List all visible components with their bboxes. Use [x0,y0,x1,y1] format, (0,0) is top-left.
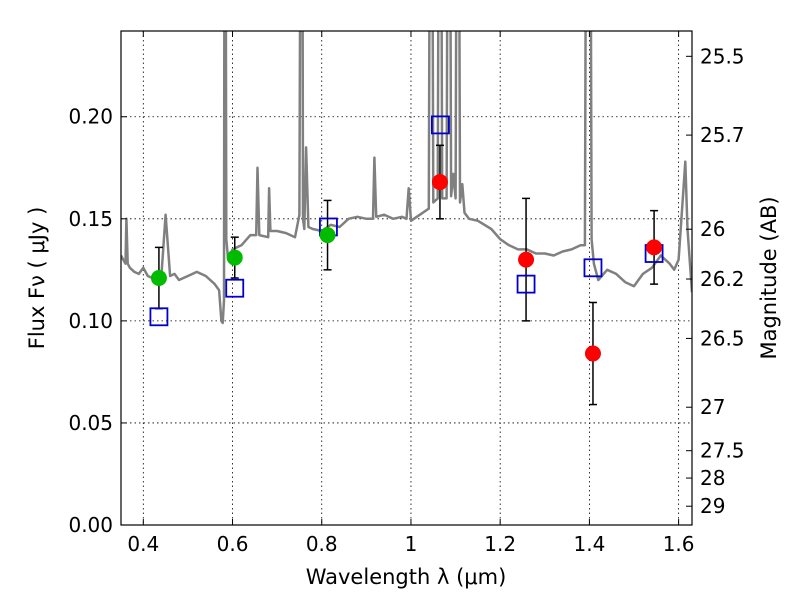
x-tick-label: 0.4 [127,532,159,556]
x-tick-label: 1 [405,532,418,556]
x-axis-label: Wavelength λ (μm) [306,565,507,589]
y-tick-label: 0.15 [68,207,113,231]
x-tick-label: 1.6 [663,532,695,556]
photometry-circle-marker [518,251,535,268]
photometry-circle-marker [319,227,336,244]
photometry-circle-marker [646,239,663,256]
y2-tick-label: 27.5 [700,439,745,463]
model-square-marker [516,274,536,294]
x-tick-label: 0.6 [217,532,249,556]
photometry-circle-marker [584,345,601,362]
photometry-circle-marker [150,270,167,286]
model-spectrum [121,31,692,325]
y-tick-label: 0.20 [68,105,113,129]
y2-tick-label: 25.7 [700,123,745,147]
photometry-circle-marker [226,249,243,266]
y2-axis-label: Magnitude (AB) [757,196,781,359]
photometry-points [149,115,664,406]
plot-frame [120,30,693,526]
y-axis-label: Flux Fν ( μJy ) [25,207,49,350]
x-tick-label: 1.4 [573,532,605,556]
model-square-marker [431,115,450,135]
y-tick-label: 0.00 [68,513,113,537]
y-tick-label: 0.05 [68,411,113,435]
y2-tick-label: 25.5 [700,44,745,68]
model-square-marker [583,258,603,278]
model-square-marker [225,278,245,298]
y2-tick-label: 27 [700,395,725,419]
spectrum-line [121,31,692,325]
axis-ticks: 0.4 0.6 0.8 1 1.2 1.4 1.6 0.00 0.05 0.10 0.15 0.20 2… [68,31,745,556]
y2-tick-label: 26.2 [700,267,745,291]
y2-tick-label: 28 [700,466,725,490]
x-tick-label: 0.8 [306,532,338,556]
model-square-marker [149,307,169,327]
y2-tick-label: 26 [700,217,725,241]
y2-tick-label: 29 [700,494,725,518]
y-tick-label: 0.10 [68,309,113,333]
x-tick-label: 1.2 [484,532,516,556]
photometry-circle-marker [431,174,448,191]
y2-tick-label: 26.5 [700,326,745,350]
